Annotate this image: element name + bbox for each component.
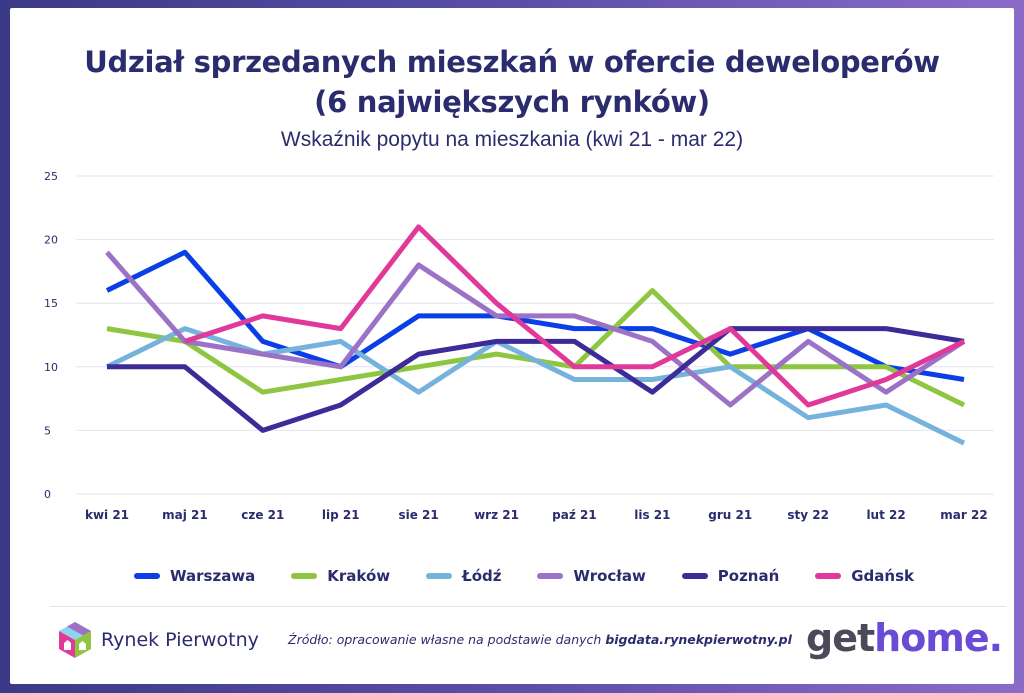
legend-swatch bbox=[291, 573, 318, 579]
chart-subtitle: Wskaźnik popytu na mieszkania (kwi 21 - … bbox=[280, 128, 744, 151]
legend-label: Łódź bbox=[462, 567, 502, 585]
series-line-wrocław bbox=[105, 250, 966, 408]
legend-item: Warszawa bbox=[134, 567, 255, 585]
gethome-logo: gethome. bbox=[806, 616, 1003, 660]
legend-item: Łódź bbox=[426, 567, 501, 585]
x-tick-label: kwi 21 bbox=[85, 508, 129, 522]
y-tick-label: 15 bbox=[44, 297, 58, 310]
x-tick-label: lut 22 bbox=[866, 508, 905, 522]
footer-divider bbox=[50, 606, 1006, 607]
legend-label: Wrocław bbox=[573, 567, 646, 585]
line-chart: 0 5 10 15 20 25 kwi 21 maj 21 cze 21 lip 21 sie 2… bbox=[44, 170, 994, 522]
y-tick-label: 10 bbox=[44, 361, 58, 374]
legend-label: Kraków bbox=[327, 567, 391, 585]
y-axis-ticks: 0 5 10 15 20 25 bbox=[44, 170, 58, 501]
gethome-part-get: get bbox=[806, 616, 875, 660]
source-link: bigdata.rynekpierwotny.pl bbox=[605, 632, 792, 647]
x-tick-label: maj 21 bbox=[162, 508, 208, 522]
series-lines bbox=[105, 224, 966, 446]
chart-card: Udział sprzedanych mieszkań w ofercie de… bbox=[10, 8, 1014, 684]
x-tick-label: cze 21 bbox=[241, 508, 284, 522]
x-tick-label: sty 22 bbox=[787, 508, 829, 522]
x-tick-label: sie 21 bbox=[398, 508, 438, 522]
chart-legend: Warszawa Kraków Łódź Wrocław Poznań Gdańsk bbox=[134, 564, 914, 588]
chart-title-line2: (6 największych rynków) bbox=[314, 85, 710, 119]
cube-logo-icon bbox=[59, 622, 91, 658]
series-line-gdańsk bbox=[184, 224, 966, 408]
x-tick-label: wrz 21 bbox=[474, 508, 519, 522]
rynek-pierwotny-logo: Rynek Pierwotny bbox=[57, 620, 259, 660]
chart-title-line1: Udział sprzedanych mieszkań w ofercie de… bbox=[84, 45, 940, 79]
series-line-łódź bbox=[105, 326, 966, 446]
rynek-pierwotny-label: Rynek Pierwotny bbox=[101, 629, 259, 651]
legend-label: Poznań bbox=[717, 567, 780, 585]
x-tick-label: lis 21 bbox=[634, 508, 670, 522]
x-tick-label: lip 21 bbox=[322, 508, 360, 522]
legend-swatch bbox=[426, 573, 453, 579]
legend-swatch bbox=[134, 573, 160, 579]
source-note: Źródło: opracowanie własne na podstawie … bbox=[288, 632, 792, 647]
legend-swatch bbox=[537, 573, 564, 579]
x-tick-label: gru 21 bbox=[708, 508, 752, 522]
gridlines bbox=[76, 175, 994, 495]
y-tick-label: 0 bbox=[44, 488, 51, 501]
legend-label: Gdańsk bbox=[851, 567, 914, 585]
x-axis-ticks: kwi 21 maj 21 cze 21 lip 21 sie 21 wrz 21 paź … bbox=[85, 508, 988, 522]
x-tick-label: paź 21 bbox=[552, 508, 597, 522]
legend-item: Kraków bbox=[291, 567, 390, 585]
legend-label: Warszawa bbox=[170, 567, 256, 585]
legend-item: Gdańsk bbox=[815, 567, 914, 585]
x-tick-label: mar 22 bbox=[940, 508, 987, 522]
y-tick-label: 20 bbox=[44, 234, 58, 247]
series-line-poznań bbox=[107, 326, 965, 433]
y-tick-label: 5 bbox=[44, 424, 51, 437]
source-prefix: Źródło: opracowanie własne na podstawie … bbox=[288, 632, 606, 647]
legend-item: Wrocław bbox=[537, 567, 646, 585]
legend-swatch bbox=[681, 573, 708, 579]
legend-item: Poznań bbox=[681, 567, 780, 585]
legend-swatch bbox=[815, 573, 842, 579]
gethome-part-home: home bbox=[874, 616, 990, 660]
series-line-warszawa bbox=[105, 249, 965, 382]
gethome-part-dot: . bbox=[988, 616, 1003, 660]
chart-title: Udział sprzedanych mieszkań w ofercie de… bbox=[10, 42, 1014, 122]
y-tick-label: 25 bbox=[44, 170, 58, 183]
